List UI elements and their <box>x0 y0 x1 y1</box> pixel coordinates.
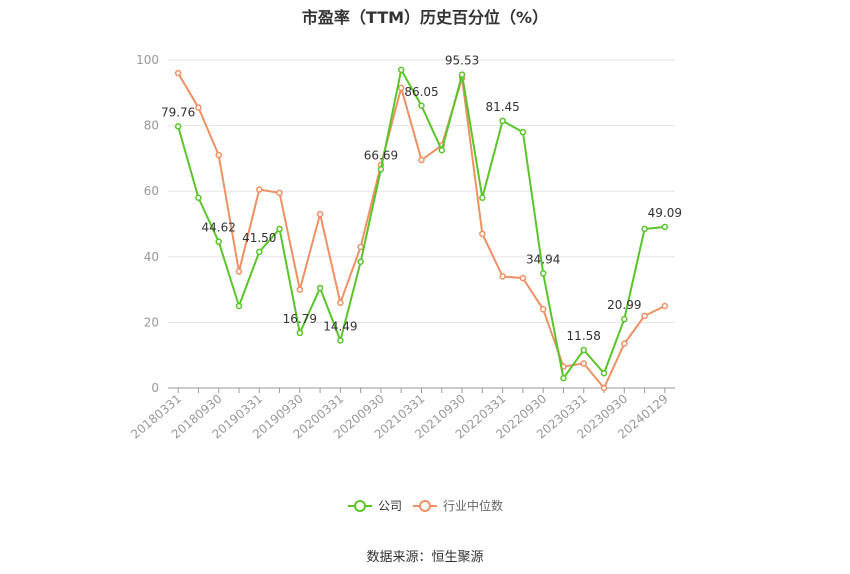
data-point <box>215 238 222 245</box>
data-point <box>276 225 283 233</box>
data-label: 11.58 <box>567 329 601 343</box>
data-point <box>499 117 506 125</box>
data-label: 20.99 <box>607 298 641 312</box>
y-tick-label: 60 <box>144 184 159 198</box>
data-point <box>479 230 486 238</box>
data-point <box>560 374 567 382</box>
data-point <box>580 346 587 354</box>
data-label: 49.09 <box>648 206 682 220</box>
data-point <box>337 299 344 306</box>
chart-title: 市盈率（TTM）历史百分位（%） <box>301 8 549 27</box>
legend-marker <box>354 500 366 512</box>
data-point <box>195 194 202 202</box>
data-point <box>539 270 547 277</box>
data-point <box>337 337 344 344</box>
data-label: 16.79 <box>283 312 317 326</box>
legend-item[interactable]: 公司 <box>348 499 402 513</box>
series-1 <box>174 69 669 392</box>
data-point <box>296 329 304 337</box>
data-point <box>641 312 648 320</box>
data-point <box>397 66 405 74</box>
data-point <box>519 128 527 136</box>
y-tick-label: 80 <box>144 119 159 133</box>
data-label: 66.69 <box>364 148 398 162</box>
data-point <box>195 104 202 111</box>
data-point <box>641 225 648 233</box>
data-point <box>621 340 628 347</box>
data-label: 34.94 <box>526 252 560 266</box>
data-point <box>235 268 243 275</box>
data-point <box>661 223 669 231</box>
data-point <box>438 146 446 154</box>
data-point <box>357 258 364 265</box>
data-point <box>174 123 182 130</box>
y-tick-label: 40 <box>144 250 159 264</box>
data-point <box>235 302 243 310</box>
data-point <box>256 248 263 256</box>
data-point <box>600 369 608 377</box>
data-point <box>600 384 608 392</box>
data-point <box>357 243 364 251</box>
data-point <box>296 286 304 293</box>
data-point <box>418 156 425 164</box>
legend-label: 公司 <box>378 499 402 513</box>
series-0 <box>174 66 669 382</box>
data-point <box>276 189 283 197</box>
data-label: 79.76 <box>161 105 195 119</box>
data-point <box>661 302 669 310</box>
data-point <box>377 166 385 173</box>
data-label: 14.49 <box>323 319 357 333</box>
y-tick-label: 100 <box>136 53 159 67</box>
data-label: 41.50 <box>242 231 276 245</box>
data-point <box>316 284 324 292</box>
data-point <box>418 102 425 110</box>
data-label: 81.45 <box>485 100 519 114</box>
data-source: 数据来源：恒生聚源 <box>366 550 484 565</box>
data-point <box>174 69 182 77</box>
data-point <box>499 273 506 280</box>
y-tick-label: 0 <box>151 381 159 395</box>
data-point <box>458 71 466 78</box>
data-point <box>580 360 587 367</box>
data-label: 95.53 <box>445 54 479 68</box>
data-point <box>256 186 263 193</box>
data-point <box>397 84 405 92</box>
legend-label: 行业中位数 <box>443 498 503 513</box>
data-point <box>519 274 527 282</box>
y-tick-label: 20 <box>144 315 159 329</box>
legend-marker <box>419 500 431 512</box>
data-point <box>316 210 324 218</box>
data-point <box>539 306 547 313</box>
data-point <box>215 151 222 159</box>
data-label: 44.62 <box>202 221 236 235</box>
legend-item[interactable]: 行业中位数 <box>413 498 503 513</box>
data-point <box>479 194 486 202</box>
data-label: 86.05 <box>404 85 438 99</box>
data-point <box>621 315 628 323</box>
